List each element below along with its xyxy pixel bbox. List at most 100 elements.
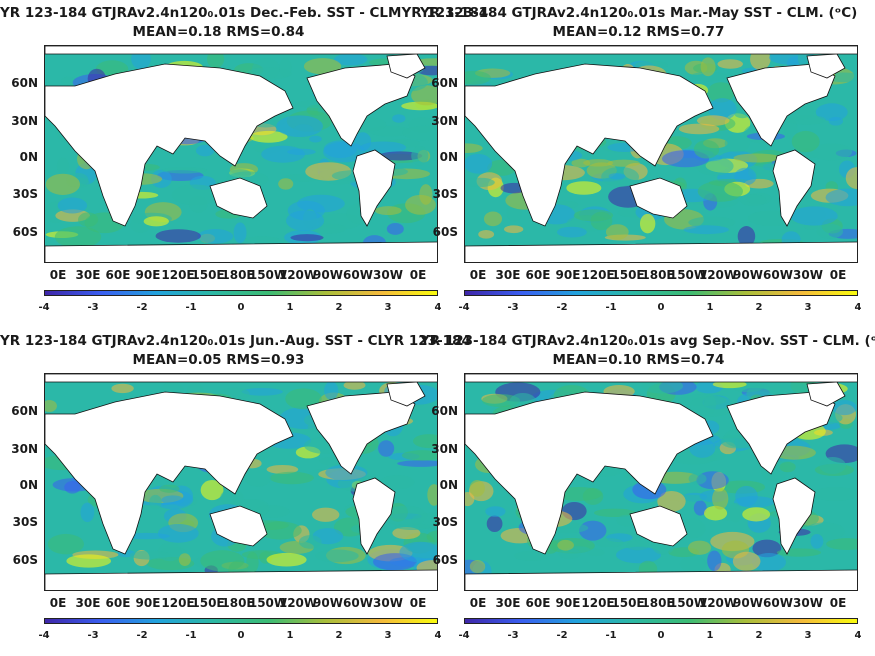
anomaly-patch <box>244 468 272 487</box>
anomaly-patch <box>790 206 838 226</box>
colorbar-tick-label: 0 <box>657 302 665 313</box>
lon-tick-label: 150W <box>248 268 288 282</box>
anomaly-patch <box>555 487 602 501</box>
anomaly-patch <box>679 556 707 572</box>
anomaly-patch <box>241 387 283 396</box>
land-mass <box>772 149 816 227</box>
lon-tick-label: 120W <box>698 596 738 610</box>
lon-tick-label: 150E <box>611 268 645 282</box>
lon-tick-label: 30W <box>793 268 823 282</box>
anomaly-patch <box>465 153 493 174</box>
lat-tick-label: 0N <box>439 478 458 492</box>
map-panel-jja: YR 123-184 GTJRAv2.4n120₀.01s Jun.-Aug. … <box>0 328 471 656</box>
colorbar-tick-label: 2 <box>335 302 343 313</box>
anomaly-patch <box>45 400 57 413</box>
anomaly-patch <box>278 178 294 190</box>
anomaly-patch <box>246 551 259 573</box>
land-mass <box>45 374 437 383</box>
anomaly-patch <box>639 213 656 234</box>
anomaly-patch <box>397 460 437 467</box>
lon-tick-label: 90W <box>733 268 763 282</box>
lat-tick-label: 60N <box>431 404 458 418</box>
lon-tick-label: 90E <box>135 596 161 610</box>
anomaly-patch <box>828 116 844 126</box>
lon-tick-label: 60E <box>105 596 131 610</box>
lon-tick-label: 90W <box>733 596 763 610</box>
lon-tick-label: 30E <box>495 596 521 610</box>
colorbar-tick-label: 1 <box>706 630 714 641</box>
land-mass <box>352 149 396 227</box>
colorbar-tick-label: 3 <box>384 630 392 641</box>
anomaly-patch <box>56 157 70 176</box>
anomaly-patch <box>832 399 857 416</box>
anomaly-patch <box>465 143 483 153</box>
lon-tick-label: 150W <box>248 596 288 610</box>
land-mass <box>465 374 857 383</box>
map-panel-son: YR 123-184 GTJRAv2.4n120₀.01s avg Sep.-N… <box>420 328 875 656</box>
colorbar-tick-label: 0 <box>657 630 665 641</box>
lon-tick-label: 30W <box>373 596 403 610</box>
anomaly-patch <box>717 59 743 69</box>
anomaly-patch <box>469 479 485 497</box>
sst-anomaly-map <box>464 45 858 263</box>
anomaly-patch <box>734 167 757 186</box>
anomaly-patch <box>80 502 95 523</box>
anomaly-patch <box>161 495 185 505</box>
anomaly-patch <box>605 224 629 240</box>
anomaly-patch <box>737 226 756 247</box>
colorbar-tick-label: 1 <box>706 302 714 313</box>
land-mass <box>45 569 437 590</box>
anomaly-patch <box>399 541 437 563</box>
land-mass <box>629 177 688 219</box>
anomaly-patch <box>261 145 305 163</box>
colorbar-tick-label: -3 <box>87 302 99 313</box>
lat-tick-label: 60N <box>431 76 458 90</box>
anomaly-patch <box>303 58 342 75</box>
colorbar-tick-label: -2 <box>556 302 568 313</box>
anomaly-patch <box>700 57 716 77</box>
anomaly-patch <box>779 461 796 473</box>
anomaly-patch <box>360 141 407 154</box>
colorbar-tick-label: -3 <box>87 630 99 641</box>
colorbar-tick-label: 2 <box>755 630 763 641</box>
anomaly-patch <box>286 210 325 232</box>
lon-tick-label: 120E <box>161 268 195 282</box>
anomaly-patch <box>129 550 171 560</box>
lon-tick-label: 60E <box>525 268 551 282</box>
lon-tick-label: 120E <box>161 596 195 610</box>
lon-tick-label: 120E <box>581 268 615 282</box>
anomaly-patch <box>587 548 605 557</box>
colorbar <box>464 618 858 624</box>
lon-tick-label: 30E <box>75 268 101 282</box>
anomaly-patch <box>712 487 729 510</box>
lat-tick-label: 30N <box>11 442 38 456</box>
anomaly-patch <box>566 181 602 195</box>
anomaly-patch <box>312 507 340 522</box>
anomaly-patch <box>249 130 288 143</box>
colorbar-tick-label: 0 <box>237 630 245 641</box>
colorbar-tick-label: 3 <box>804 630 812 641</box>
anomaly-patch <box>732 551 761 571</box>
anomaly-patch <box>678 123 720 135</box>
anomaly-patch <box>465 177 495 188</box>
anomaly-patch <box>227 169 252 179</box>
anomaly-patch <box>616 546 662 564</box>
anomaly-patch <box>752 553 787 572</box>
anomaly-patch <box>607 159 640 167</box>
land-mass <box>209 177 268 219</box>
anomaly-patch <box>503 225 524 234</box>
anomaly-patch <box>47 533 84 555</box>
anomaly-patch <box>708 98 737 121</box>
anomaly-patch <box>724 134 750 153</box>
anomaly-patch <box>469 559 486 574</box>
panel-stats: MEAN=0.05 RMS=0.93 <box>132 352 305 368</box>
lon-tick-label: 90W <box>313 596 343 610</box>
anomaly-patch <box>776 548 822 557</box>
anomaly-patch <box>220 489 244 507</box>
panel-stats: MEAN=0.18 RMS=0.84 <box>132 24 305 40</box>
anomaly-patch <box>419 184 433 205</box>
colorbar-tick-label: -2 <box>556 630 568 641</box>
anomaly-patch <box>707 550 722 572</box>
lon-tick-label: 60W <box>343 596 373 610</box>
anomaly-patch <box>810 143 853 161</box>
